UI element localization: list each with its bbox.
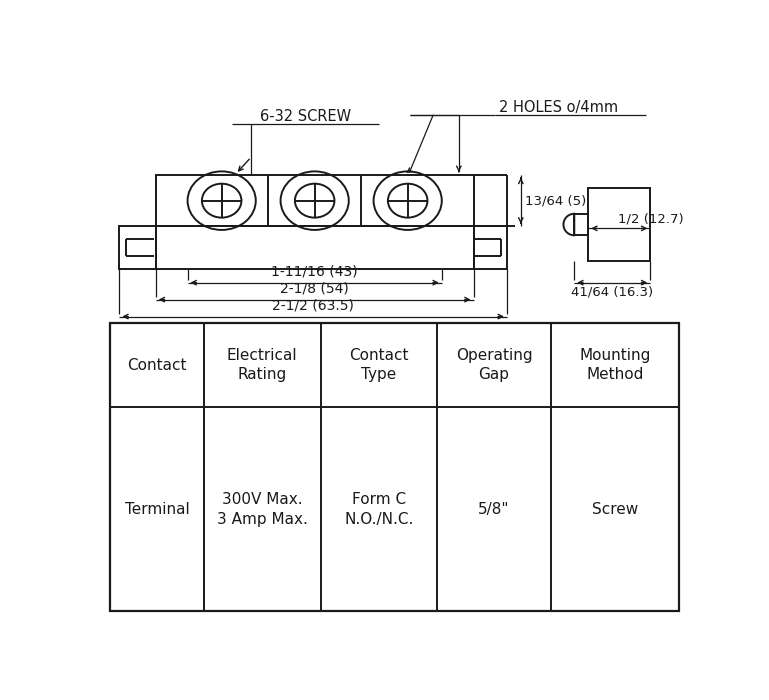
Text: Terminal: Terminal bbox=[125, 502, 189, 517]
Bar bbox=[156, 227, 474, 269]
Text: 2-1/8 (54): 2-1/8 (54) bbox=[280, 281, 349, 295]
Text: Mounting
Method: Mounting Method bbox=[579, 348, 651, 382]
Text: Form C
N.O./N.C.: Form C N.O./N.C. bbox=[345, 492, 414, 527]
Bar bbox=[574, 214, 588, 235]
Text: 6-32 SCREW: 6-32 SCREW bbox=[260, 109, 351, 124]
Text: 13/64 (5): 13/64 (5) bbox=[524, 194, 586, 207]
Text: 300V Max.
3 Amp Max.: 300V Max. 3 Amp Max. bbox=[217, 492, 308, 527]
Bar bbox=[156, 175, 474, 227]
Text: 2-1/2 (63.5): 2-1/2 (63.5) bbox=[272, 299, 354, 313]
Text: Contact: Contact bbox=[127, 358, 187, 372]
Text: Screw: Screw bbox=[592, 502, 638, 517]
Bar bbox=[474, 226, 507, 270]
Text: Electrical
Rating: Electrical Rating bbox=[227, 348, 298, 382]
Text: 1-11/16 (43): 1-11/16 (43) bbox=[271, 265, 358, 279]
Text: 5/8": 5/8" bbox=[478, 502, 510, 517]
Text: 2 HOLES o/4mm: 2 HOLES o/4mm bbox=[499, 100, 618, 115]
Text: Contact
Type: Contact Type bbox=[349, 348, 408, 382]
Bar bbox=[110, 323, 679, 612]
Text: 41/64 (16.3): 41/64 (16.3) bbox=[571, 286, 654, 299]
Text: Operating
Gap: Operating Gap bbox=[456, 348, 532, 382]
Text: 1/2 (12.7): 1/2 (12.7) bbox=[618, 212, 684, 225]
Bar bbox=[119, 226, 156, 270]
Bar bbox=[588, 188, 651, 261]
